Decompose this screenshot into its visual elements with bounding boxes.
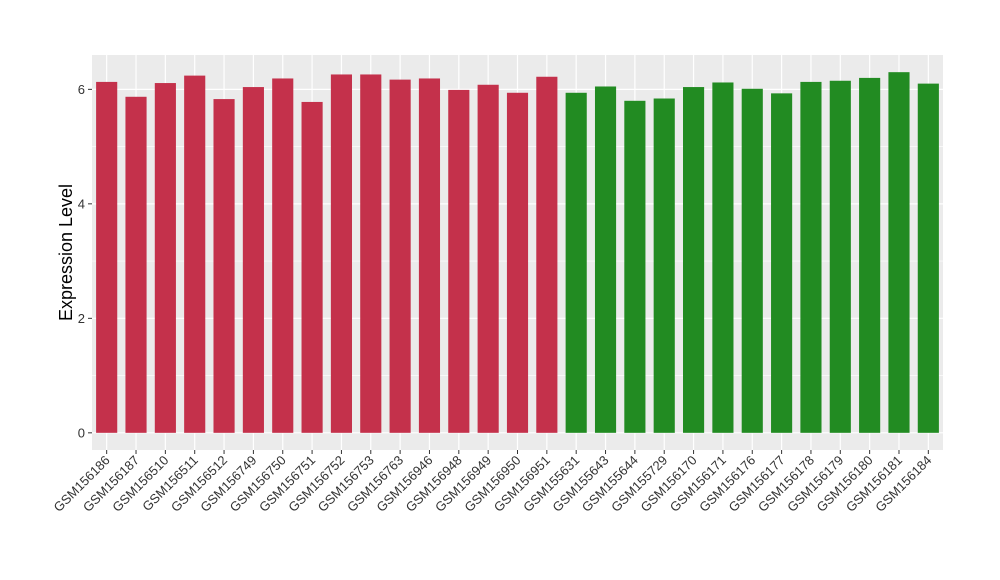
bar-GSM156753 bbox=[360, 74, 382, 433]
bar-GSM156187 bbox=[125, 96, 147, 433]
y-tick-label: 4 bbox=[78, 196, 85, 211]
bar-GSM156751 bbox=[301, 101, 323, 433]
y-tick-label: 0 bbox=[78, 425, 85, 440]
bar-GSM156948 bbox=[448, 89, 470, 433]
bar-GSM155729 bbox=[653, 98, 675, 433]
bar-GSM156511 bbox=[184, 75, 206, 433]
bar-GSM156181 bbox=[888, 72, 910, 433]
bar-GSM156179 bbox=[829, 80, 851, 433]
bar-GSM156170 bbox=[683, 87, 705, 433]
bar-GSM156512 bbox=[213, 99, 235, 433]
bar-GSM156950 bbox=[506, 92, 529, 433]
bar-GSM156949 bbox=[477, 84, 499, 433]
y-tick-label: 2 bbox=[78, 311, 85, 326]
bar-GSM156186 bbox=[96, 81, 118, 433]
bar-GSM156763 bbox=[389, 79, 411, 433]
bar-GSM156176 bbox=[741, 88, 763, 433]
bar-GSM156750 bbox=[272, 78, 294, 433]
x-axis: GSM156186GSM156187GSM156510GSM156511GSM1… bbox=[51, 450, 934, 515]
bar-GSM156177 bbox=[771, 93, 793, 433]
bar-GSM156180 bbox=[859, 77, 881, 433]
bar-GSM156752 bbox=[330, 74, 352, 433]
bar-GSM156749 bbox=[242, 87, 264, 433]
bar-GSM156510 bbox=[154, 83, 176, 433]
y-axis: 0 2 4 6 bbox=[78, 82, 92, 440]
bar-GSM156178 bbox=[800, 81, 822, 433]
bar-GSM156184 bbox=[917, 83, 939, 433]
bar-GSM156951 bbox=[536, 76, 558, 433]
bar-GSM156946 bbox=[418, 78, 441, 433]
y-tick-label: 6 bbox=[78, 82, 85, 97]
y-axis-title: Expression Level bbox=[56, 184, 76, 321]
bar-GSM155644 bbox=[624, 100, 646, 433]
bar-GSM155631 bbox=[565, 92, 587, 433]
bar-GSM156171 bbox=[712, 82, 734, 433]
bars bbox=[96, 72, 939, 433]
bar-GSM155643 bbox=[594, 86, 617, 433]
